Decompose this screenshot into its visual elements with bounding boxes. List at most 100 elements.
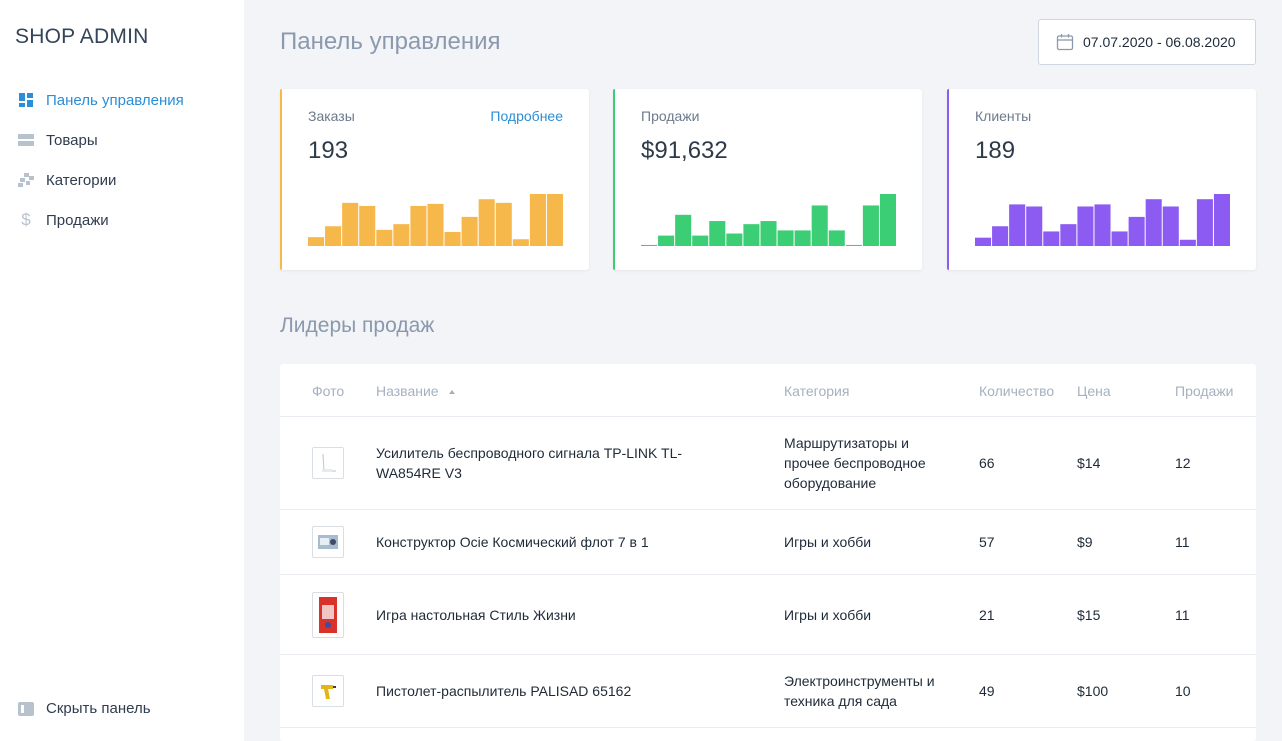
- clients-sparkline: [975, 194, 1230, 246]
- sparkline-bar: [1094, 204, 1111, 246]
- sparkline-bar: [444, 231, 461, 246]
- sparkline-bar: [1128, 216, 1145, 246]
- page-title: Панель управления: [280, 28, 501, 55]
- sparkline-bar: [1009, 204, 1026, 246]
- card-label: Клиенты: [975, 108, 1032, 124]
- sidebar-item-dashboard[interactable]: Панель управления: [0, 80, 244, 120]
- sparkline-bar: [1111, 231, 1128, 246]
- sparkline-bar: [975, 237, 992, 246]
- sparkline-bar: [862, 205, 879, 246]
- table-row[interactable]: Конструктор Ocie Космический флот 7 в 1 …: [280, 510, 1256, 575]
- brand-logo[interactable]: SHOP ADMIN: [15, 25, 149, 48]
- product-category: Игры и хобби: [784, 534, 872, 550]
- column-sales: Продажи: [1175, 383, 1234, 399]
- sparkline-bar: [512, 239, 529, 246]
- categories-icon: [18, 172, 34, 188]
- sparkline-bar: [1179, 239, 1196, 246]
- spray-gun-thumb-icon: [312, 675, 344, 707]
- dollar-icon: $: [21, 210, 31, 229]
- router-thumb-icon: [312, 447, 344, 479]
- orders-card: Заказы Подробнее 193: [280, 89, 589, 270]
- sparkline-bar: [1077, 206, 1094, 246]
- table-header: Фото Название Категория Количество Цена …: [280, 364, 1256, 417]
- orders-details-link[interactable]: Подробнее: [490, 108, 563, 124]
- sparkline-bar: [393, 224, 410, 246]
- column-photo: Фото: [312, 383, 345, 399]
- sidebar-item-sales[interactable]: $ Продажи: [0, 200, 244, 240]
- product-sales: 11: [1175, 534, 1190, 550]
- product-price: $15: [1077, 607, 1101, 623]
- collapse-panel-icon: [18, 701, 34, 717]
- product-sales: 10: [1175, 683, 1191, 699]
- sales-card: Продажи $91,632: [613, 89, 922, 270]
- product-quantity: 66: [979, 455, 995, 471]
- sparkline-bar: [675, 214, 692, 246]
- table-row[interactable]: Усилитель беспроводного сигнала TP-LINK …: [280, 417, 1256, 510]
- sparkline-bar: [879, 194, 896, 246]
- products-icon: [18, 132, 34, 148]
- product-sales: 12: [1175, 455, 1191, 471]
- sparkline-bar: [828, 230, 845, 246]
- sidebar-nav: Панель управления Товары Категории $ Про…: [0, 80, 244, 240]
- sparkline-bar: [478, 199, 495, 246]
- column-quantity: Количество: [979, 383, 1055, 399]
- orders-sparkline: [308, 194, 563, 246]
- sparkline-bar: [1145, 199, 1162, 246]
- product-name: Конструктор Ocie Космический флот 7 в 1: [376, 534, 649, 550]
- sales-sparkline: [641, 194, 896, 246]
- sparkline-bar: [1043, 231, 1060, 246]
- sparkline-bar: [1213, 194, 1230, 246]
- board-game-thumb-icon: [312, 592, 344, 638]
- sparkline-bar: [359, 205, 376, 246]
- sparkline-bar: [692, 235, 709, 246]
- card-value: 193: [308, 137, 349, 164]
- clients-card: Клиенты 189: [947, 89, 1256, 270]
- sparkline-bar: [410, 205, 427, 246]
- product-sales: 11: [1175, 607, 1190, 623]
- sidebar-item-label: Категории: [46, 171, 117, 189]
- sparkline-bar: [777, 230, 794, 246]
- table-row[interactable]: Пистолет-распылитель PALISAD 65162 Элект…: [280, 655, 1256, 728]
- sort-asc-icon: [449, 390, 456, 395]
- card-value: $91,632: [641, 137, 728, 164]
- sparkline-bar: [1162, 206, 1179, 246]
- sparkline-bar: [342, 202, 359, 246]
- product-price: $14: [1077, 455, 1101, 471]
- hide-panel-label: Скрыть панель: [46, 700, 151, 717]
- sparkline-bar: [845, 244, 862, 246]
- sparkline-bar: [1026, 206, 1043, 246]
- sparkline-bar: [760, 221, 777, 246]
- card-accent: [613, 89, 615, 270]
- date-range-label: 07.07.2020 - 06.08.2020: [1083, 34, 1236, 50]
- product-name: Игра настольная Стиль Жизни: [376, 607, 576, 623]
- sidebar-item-categories[interactable]: Категории: [0, 160, 244, 200]
- sparkline-bar: [427, 203, 444, 246]
- sparkline-bar: [529, 194, 546, 246]
- toy-box-thumb-icon: [312, 526, 344, 558]
- product-name: Пистолет-распылитель PALISAD 65162: [376, 683, 632, 699]
- product-category: Игры и хобби: [784, 607, 872, 623]
- sparkline-bar: [325, 226, 342, 246]
- sparkline-bar: [743, 224, 760, 246]
- main-content: Панель управления 07.07.2020 - 06.08.202…: [244, 0, 1282, 741]
- column-price: Цена: [1077, 383, 1111, 399]
- card-accent: [280, 89, 282, 270]
- sidebar-item-label: Панель управления: [46, 91, 184, 109]
- sidebar-item-label: Товары: [46, 131, 98, 149]
- calendar-icon: [1056, 34, 1074, 51]
- card-value: 189: [975, 137, 1016, 164]
- hide-panel-button[interactable]: Скрыть панель: [18, 700, 151, 717]
- sidebar-item-label: Продажи: [46, 211, 109, 229]
- sidebar-item-products[interactable]: Товары: [0, 120, 244, 160]
- product-quantity: 57: [979, 534, 995, 550]
- sparkline-bar: [376, 229, 393, 246]
- sparkline-bar: [992, 226, 1009, 246]
- product-price: $100: [1077, 683, 1109, 699]
- date-range-picker[interactable]: 07.07.2020 - 06.08.2020: [1038, 19, 1256, 65]
- sparkline-bar: [641, 244, 658, 246]
- product-price: $9: [1077, 534, 1093, 550]
- dashboard-icon: [18, 92, 34, 108]
- table-row[interactable]: Игра настольная Стиль Жизни Игры и хобби…: [280, 575, 1256, 655]
- column-name-sortable[interactable]: Название: [376, 383, 456, 399]
- product-category: Маршрутизаторы и прочее беспроводное обо…: [784, 435, 926, 491]
